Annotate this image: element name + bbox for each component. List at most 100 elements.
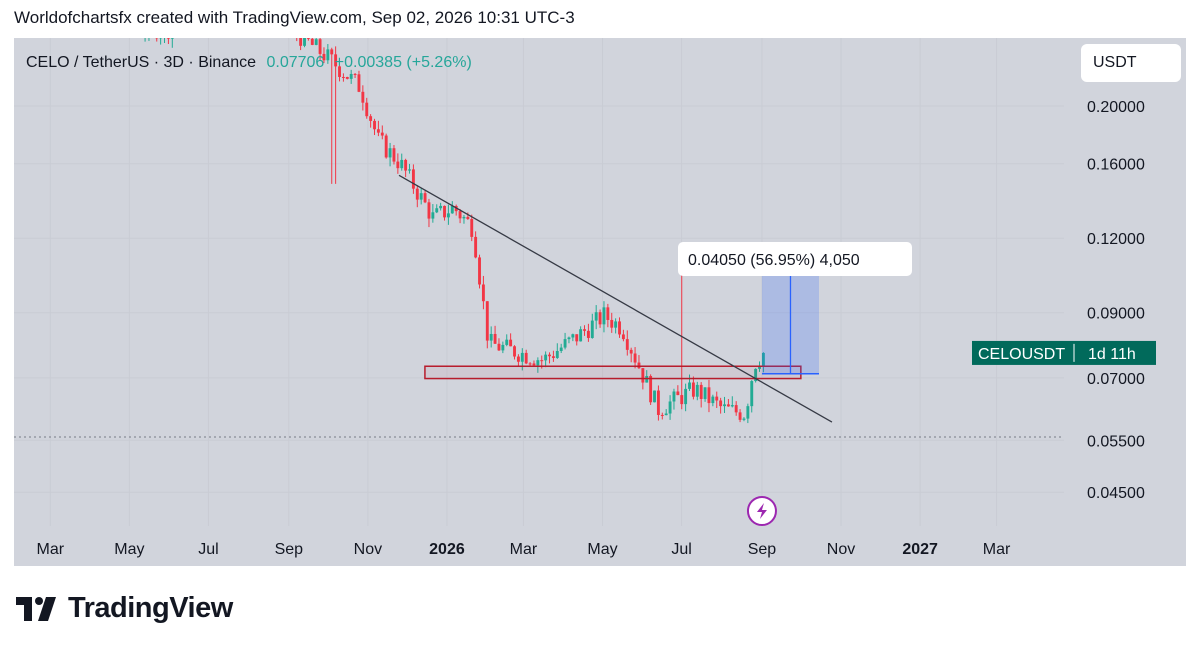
candle-body [750,381,754,407]
candle-body [540,360,544,362]
currency-button[interactable]: USDT [1081,44,1181,82]
x-tick-label: Mar [37,541,65,558]
candle-body [668,401,672,414]
candle-body [699,384,703,399]
candle-body [376,129,380,133]
candle-body [330,49,334,55]
candle-body [660,414,664,416]
candle-body [485,301,489,341]
chart-background[interactable] [14,38,1186,566]
candle-body [478,257,481,285]
candle-body [520,352,524,362]
candle-body [758,366,761,369]
candle-body [505,339,509,345]
measure-label-box [678,242,912,276]
candle-body [598,312,602,325]
candle-body [392,148,396,162]
candle-body [396,161,400,169]
candle-body [715,396,719,401]
candle-body [450,205,454,214]
x-tick-label: Mar [510,541,538,558]
candle-body [555,350,559,358]
x-tick-label: May [587,541,617,558]
candle-body [466,216,470,220]
last-price: 0.07706 [266,54,325,71]
candle-body [373,120,376,130]
candle-body [726,404,730,407]
candle-body [571,334,575,338]
candle-body [443,205,446,218]
candle-body [544,354,548,361]
candle-body [446,213,450,218]
candle-body [606,307,610,320]
candle-body [656,390,660,415]
candle-body [322,53,326,61]
candle-body [703,387,707,399]
candle-body [326,49,330,61]
y-tick-label: 0.05500 [1087,433,1145,450]
tradingview-logo-icon [16,596,56,621]
trendline[interactable] [398,174,833,423]
candle-body [361,91,365,103]
price-chart[interactable]: 0.04050 (56.95%) 4,050 0.20000 0.16000 0.12… [14,38,1186,566]
candle-body [470,219,474,237]
candle-body [551,356,555,358]
y-tick-label: 0.07000 [1087,371,1145,388]
candle-body [384,135,388,158]
candle-body [738,412,742,420]
candle-body [166,38,170,39]
candle-body [306,38,310,39]
x-tick-label: Mar [983,541,1011,558]
symbol-label: CELO / TetherUS · 3D · Binance [26,54,257,71]
support-zone[interactable] [424,365,802,380]
candle-body [625,339,629,350]
candle-body [633,353,637,363]
candle-body [501,344,505,351]
x-tick-label: 2026 [429,541,465,558]
candle-body [481,284,485,302]
price-change: +0.00385 (+5.26%) [334,54,472,71]
chart-caption: Worldofchartsfx created with TradingView… [14,8,575,27]
y-tick-label: 0.20000 [1087,99,1145,116]
candle-body [528,363,532,365]
candle-body [590,320,594,338]
candle-body [419,193,423,200]
candle-body [586,330,590,338]
candle-body [513,346,516,357]
x-tick-label: Jul [671,541,691,558]
candle-body [349,73,353,79]
x-tick-label: 2027 [902,541,938,558]
x-tick-label: Nov [827,541,855,558]
price-tag-countdown: 1d 11h [1088,346,1136,363]
price-tag-symbol: CELOUSDT [978,346,1065,363]
candle-body [435,208,439,213]
y-tick-label: 0.12000 [1087,231,1145,248]
candle-body [695,384,699,397]
candle-body [707,387,711,404]
candle-body [380,132,384,136]
candle-body [524,352,528,364]
chart-area[interactable]: 0.04050 (56.95%) 4,050 0.20000 0.16000 0.12… [14,38,1186,566]
symbol-legend[interactable]: CELO / TetherUS · 3D · Binance 0.07706 +… [26,54,472,72]
candle-body [369,116,373,121]
candle-body [439,205,443,209]
candle-body [489,333,493,341]
candle-body [629,349,633,354]
candle-body [621,334,625,340]
candle-body [423,193,427,203]
candle-body [516,356,520,362]
candle-body [415,188,419,200]
candle-body [688,382,691,389]
candle-body [388,148,392,158]
candle-body [404,159,408,171]
candle-body [400,159,404,169]
candle-body [614,321,618,328]
candle-body [509,339,513,347]
y-tick-label: 0.16000 [1087,157,1145,174]
candle-body [408,169,411,171]
candle-body [719,400,723,407]
candle-body [691,382,695,397]
candle-body [334,54,338,67]
price-tag[interactable] [972,340,1156,365]
candle-body [649,376,653,403]
